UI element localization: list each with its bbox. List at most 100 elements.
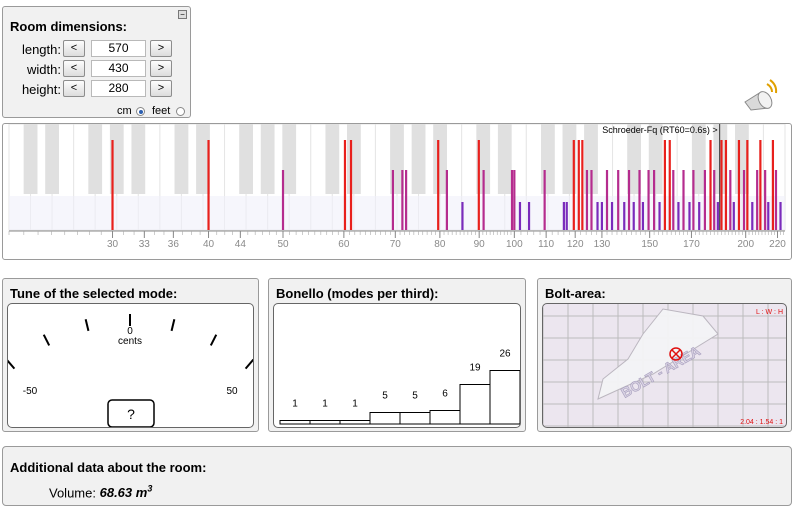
- piano-black-key: [346, 124, 361, 194]
- additional-data-title: Additional data about the room:: [10, 460, 207, 475]
- gauge-ticks: [8, 314, 253, 370]
- room-dimensions-panel: Room dimensions: − length: < 570 > width…: [2, 6, 191, 118]
- bonello-bar: [459, 384, 491, 425]
- width-decrease-button[interactable]: <: [63, 60, 85, 77]
- piano-black-key: [627, 124, 642, 194]
- piano-keys: [8, 124, 786, 231]
- room-ratio-cross-icon: [671, 349, 681, 359]
- bolt-corner-label: L : W : H: [756, 309, 783, 316]
- bonello-chart-frame: 1 1 1 5 5 6 19 26: [273, 303, 521, 428]
- axis-tick-label: 36: [168, 239, 180, 250]
- piano-black-key: [260, 124, 275, 194]
- piano-black-key: [497, 124, 512, 194]
- height-row: height: < 280 >: [3, 80, 192, 98]
- piano-black-key: [45, 124, 60, 194]
- axis-tick-label: 70: [390, 239, 402, 250]
- bonello-bar-label: 1: [322, 399, 328, 410]
- bonello-title: Bonello (modes per third):: [276, 286, 439, 301]
- schroeder-label: Schroeder-Fq (RT60=0.6s) >: [602, 125, 717, 135]
- collapse-icon[interactable]: −: [178, 10, 187, 19]
- axis-tick-label: 33: [139, 239, 151, 250]
- bonello-chart: 1 1 1 5 5 6 19 26: [279, 349, 520, 425]
- tune-readout-box: [107, 399, 155, 427]
- bolt-area-region: [597, 308, 719, 400]
- unit-cm-label: cm: [117, 105, 132, 117]
- bonello-bar: [279, 420, 311, 425]
- gauge-tick: [84, 319, 90, 332]
- bonello-bar-label: 6: [442, 389, 448, 400]
- volume-value: 68.63 m: [99, 485, 148, 501]
- room-ratio-marker: [669, 347, 683, 361]
- frequency-axis: 30 33 36 40 44 50 60 70 80 90 100 110 120 130 150 170 20…: [8, 230, 786, 250]
- axis-tick-label: 110: [538, 239, 554, 250]
- bonello-bar-label: 5: [382, 391, 388, 402]
- mode-lines: [111, 140, 782, 230]
- height-label: height:: [21, 82, 61, 97]
- gauge-tick: [42, 334, 51, 346]
- bonello-bar: [339, 420, 371, 425]
- gauge-tick: [170, 319, 176, 332]
- bonello-bar-label: 19: [469, 363, 481, 374]
- piano-black-key: [540, 124, 555, 194]
- height-increase-button[interactable]: >: [150, 80, 172, 97]
- piano-black-key: [239, 124, 254, 194]
- bonello-bar: [399, 412, 431, 425]
- bonello-bar-label: 1: [292, 399, 298, 410]
- length-row: length: < 570 >: [3, 40, 192, 58]
- length-input[interactable]: 570: [91, 40, 146, 57]
- mode-spectrum-chart[interactable]: 30 33 36 40 44 50 60 70 80 90 100 110 120 130 150 170 20…: [3, 124, 791, 259]
- axis-tick-label: 90: [474, 239, 486, 250]
- unit-feet-radio[interactable]: [176, 107, 185, 116]
- bonello-bar-label: 1: [352, 399, 358, 410]
- bolt-ratio-label: 2.04 : 1.54 : 1: [740, 419, 783, 426]
- room-dimensions-title: Room dimensions:: [10, 19, 128, 34]
- axis-tick-label: 220: [769, 239, 786, 250]
- bolt-area-chart[interactable]: BOLT - AREA L : W : H 2.04 : 1.54 : 1: [542, 303, 787, 428]
- piano-black-key: [648, 124, 663, 194]
- schroeder-marker: Schroeder-Fq (RT60=0.6s) >: [602, 124, 721, 230]
- axis-tick-label: 44: [235, 239, 247, 250]
- speaker-icon[interactable]: [739, 78, 783, 114]
- piano-black-key: [131, 124, 146, 194]
- piano-black-key: [713, 124, 728, 194]
- unit-cm-radio[interactable]: [136, 107, 145, 116]
- bolt-area-plot: BOLT - AREA L : W : H 2.04 : 1.54 : 1: [543, 304, 786, 427]
- piano-black-key: [691, 124, 706, 194]
- axis-tick-label: 80: [434, 239, 446, 250]
- piano-black-key: [411, 124, 426, 194]
- bolt-area-title: Bolt-area:: [545, 286, 606, 301]
- piano-black-key: [325, 124, 340, 194]
- volume-label: Volume:: [49, 485, 96, 501]
- piano-black-key: [196, 124, 210, 194]
- piano-black-key: [174, 124, 189, 194]
- unit-feet-label: feet: [152, 105, 171, 117]
- width-input[interactable]: 430: [91, 60, 146, 77]
- axis-tick-label: 50: [277, 239, 289, 250]
- mode-spectrum-panel: 30 33 36 40 44 50 60 70 80 90 100 110 120 130 150 170 20…: [2, 123, 792, 260]
- tune-panel: Tune of the selected mode: 0 cents -50 5…: [2, 278, 259, 432]
- height-input[interactable]: 280: [91, 80, 146, 97]
- width-row: width: < 430 >: [3, 60, 192, 78]
- bonello-bar: [489, 370, 520, 425]
- piano-black-key: [433, 124, 448, 194]
- tune-meter: 0 cents -50 50 ?: [7, 303, 254, 428]
- piano-black-key: [282, 124, 297, 194]
- bonello-bar-label: 26: [499, 349, 511, 360]
- length-increase-button[interactable]: >: [150, 40, 172, 57]
- length-decrease-button[interactable]: <: [63, 40, 85, 57]
- volume-exponent: 3: [147, 484, 153, 494]
- bonello-bar: [369, 412, 401, 425]
- spectrum-band: [9, 196, 785, 230]
- length-label: length:: [21, 42, 61, 57]
- axis-tick-label: 200: [737, 239, 754, 250]
- additional-data-panel: Additional data about the room: Volume: …: [2, 446, 792, 506]
- gauge-tick: [8, 359, 16, 370]
- piano-black-key: [88, 124, 103, 194]
- width-increase-button[interactable]: >: [150, 60, 172, 77]
- axis-tick-label: 170: [683, 239, 700, 250]
- bolt-area-panel: Bolt-area: BOLT - AREA L : W : H 2.04 : …: [537, 278, 792, 432]
- height-decrease-button[interactable]: <: [63, 80, 85, 97]
- axis-tick-label: 120: [567, 239, 584, 250]
- tune-center-value: 0: [127, 326, 133, 337]
- tune-readout: ?: [127, 406, 135, 422]
